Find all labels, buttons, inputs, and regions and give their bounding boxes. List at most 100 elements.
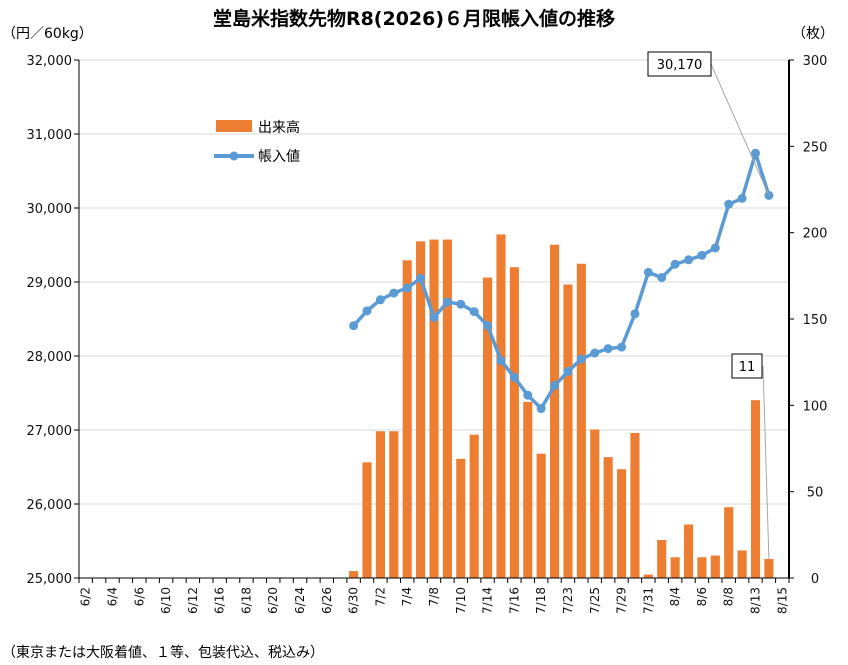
price-point: [509, 372, 519, 382]
footnote: （東京または大阪着値、１等、包装代込、税込み）: [2, 644, 324, 661]
price-point: [550, 381, 560, 391]
annotation-label-price: 30,170: [657, 58, 703, 73]
x-tick-label: 8/8: [722, 587, 736, 606]
price-point: [429, 313, 439, 323]
price-point: [349, 321, 359, 331]
volume-bar: [724, 507, 734, 578]
x-tick-label: 7/29: [615, 587, 629, 614]
left-axis-unit: （円／60kg）: [2, 26, 93, 42]
volume-bar: [349, 571, 359, 578]
right-y-tick-label: 250: [803, 140, 828, 155]
volume-bar: [469, 434, 479, 578]
annotation-box-volume: [731, 353, 763, 379]
axes: [74, 59, 794, 583]
price-point: [751, 148, 761, 158]
volume-bar: [590, 429, 600, 578]
x-tick-label: 6/26: [320, 587, 334, 614]
price-point: [670, 259, 680, 269]
price-point: [617, 342, 627, 352]
volume-bar: [616, 469, 627, 578]
annotation-leader-price: [710, 63, 770, 196]
volume-bar: [362, 462, 372, 578]
legend: 出来高 帳入値: [214, 119, 300, 165]
x-tick-label: 6/24: [293, 587, 307, 614]
legend-swatch-marker: [229, 151, 239, 161]
x-tick-label: 7/14: [481, 587, 495, 614]
annotation-label-volume: 11: [739, 360, 756, 375]
price-point: [523, 390, 533, 400]
price-point: [456, 299, 466, 309]
legend-swatch-bar: [216, 120, 252, 132]
x-tick-labels: 6/2 6/4 6/6 6/10 6/12 6/16 6/18 6/20 6/24 6/26 6/3…: [79, 587, 790, 614]
left-y-tick-label: 26,000: [27, 498, 73, 513]
volume-bar: [670, 557, 680, 578]
x-tick-label: 6/12: [186, 587, 200, 614]
right-axis-unit: （枚）: [792, 26, 834, 42]
volume-bar: [764, 559, 774, 578]
right-y-tick-label: 50: [807, 486, 824, 501]
volume-bar: [576, 263, 586, 578]
volume-bar: [657, 540, 667, 578]
price-point: [442, 297, 452, 307]
legend-label-price: 帳入値: [258, 149, 300, 165]
legend-label-volume: 出来高: [258, 119, 300, 136]
x-tick-label: 6/10: [159, 587, 173, 614]
price-point: [643, 267, 653, 277]
volume-bar: [416, 241, 426, 579]
price-point: [469, 307, 479, 317]
volume-bar: [710, 555, 720, 578]
x-tick-label: 7/8: [427, 587, 441, 606]
volume-bar: [563, 284, 573, 578]
x-tick-label: 7/23: [561, 587, 575, 614]
x-tick-label: 8/6: [695, 587, 709, 606]
volume-bar: [536, 453, 546, 578]
right-y-tick-label: 200: [803, 227, 828, 242]
price-point: [563, 367, 573, 377]
volume-bar: [683, 524, 694, 578]
x-tick-label: 8/13: [749, 587, 763, 614]
volume-bar: [456, 458, 466, 578]
left-y-tick-label: 31,000: [27, 128, 73, 143]
price-point: [630, 309, 640, 319]
volume-bar: [429, 239, 439, 578]
left-y-tick-label: 25,000: [27, 572, 73, 587]
right-y-tick-label: 100: [803, 399, 828, 414]
volume-bar: [442, 239, 452, 578]
annotation-box-price: [647, 51, 712, 77]
left-y-tick-labels: 25,000 26,000 27,000 28,000 29,000 30,000 31,0…: [27, 54, 73, 587]
volume-bar: [483, 277, 493, 578]
x-tick-label: 6/18: [239, 587, 253, 614]
volume-bar: [523, 401, 533, 578]
price-point: [697, 250, 707, 260]
price-point: [737, 193, 747, 203]
volume-bar: [496, 234, 506, 579]
price-point: [590, 348, 600, 358]
price-point: [710, 243, 720, 253]
volume-bar: [750, 400, 761, 578]
x-tick-label: 7/2: [373, 587, 387, 606]
volume-bar: [643, 574, 653, 578]
price-point: [684, 255, 694, 265]
price-point: [657, 273, 667, 283]
left-y-tick-label: 28,000: [27, 350, 73, 365]
volume-bar: [603, 457, 613, 578]
left-y-tick-label: 29,000: [27, 276, 73, 291]
x-tick-label: 7/4: [400, 587, 414, 606]
x-tick-label: 7/16: [507, 587, 521, 614]
price-line-path: [352, 151, 771, 411]
x-tick-label: 6/16: [213, 587, 227, 614]
x-tick-label: 7/18: [534, 587, 548, 614]
annotations: 30,170 11: [647, 51, 770, 560]
x-tick-label: 8/15: [775, 587, 789, 614]
price-point: [724, 199, 734, 209]
price-point: [402, 283, 412, 293]
annotation-leader-volume: [762, 365, 770, 560]
volume-bar: [402, 260, 412, 578]
right-y-tick-label: 0: [811, 572, 819, 587]
volume-bar: [697, 557, 707, 578]
x-tick-label: 6/30: [347, 587, 361, 614]
volume-bar: [509, 267, 519, 578]
left-y-tick-label: 30,000: [27, 202, 73, 217]
volume-bar: [550, 244, 560, 578]
